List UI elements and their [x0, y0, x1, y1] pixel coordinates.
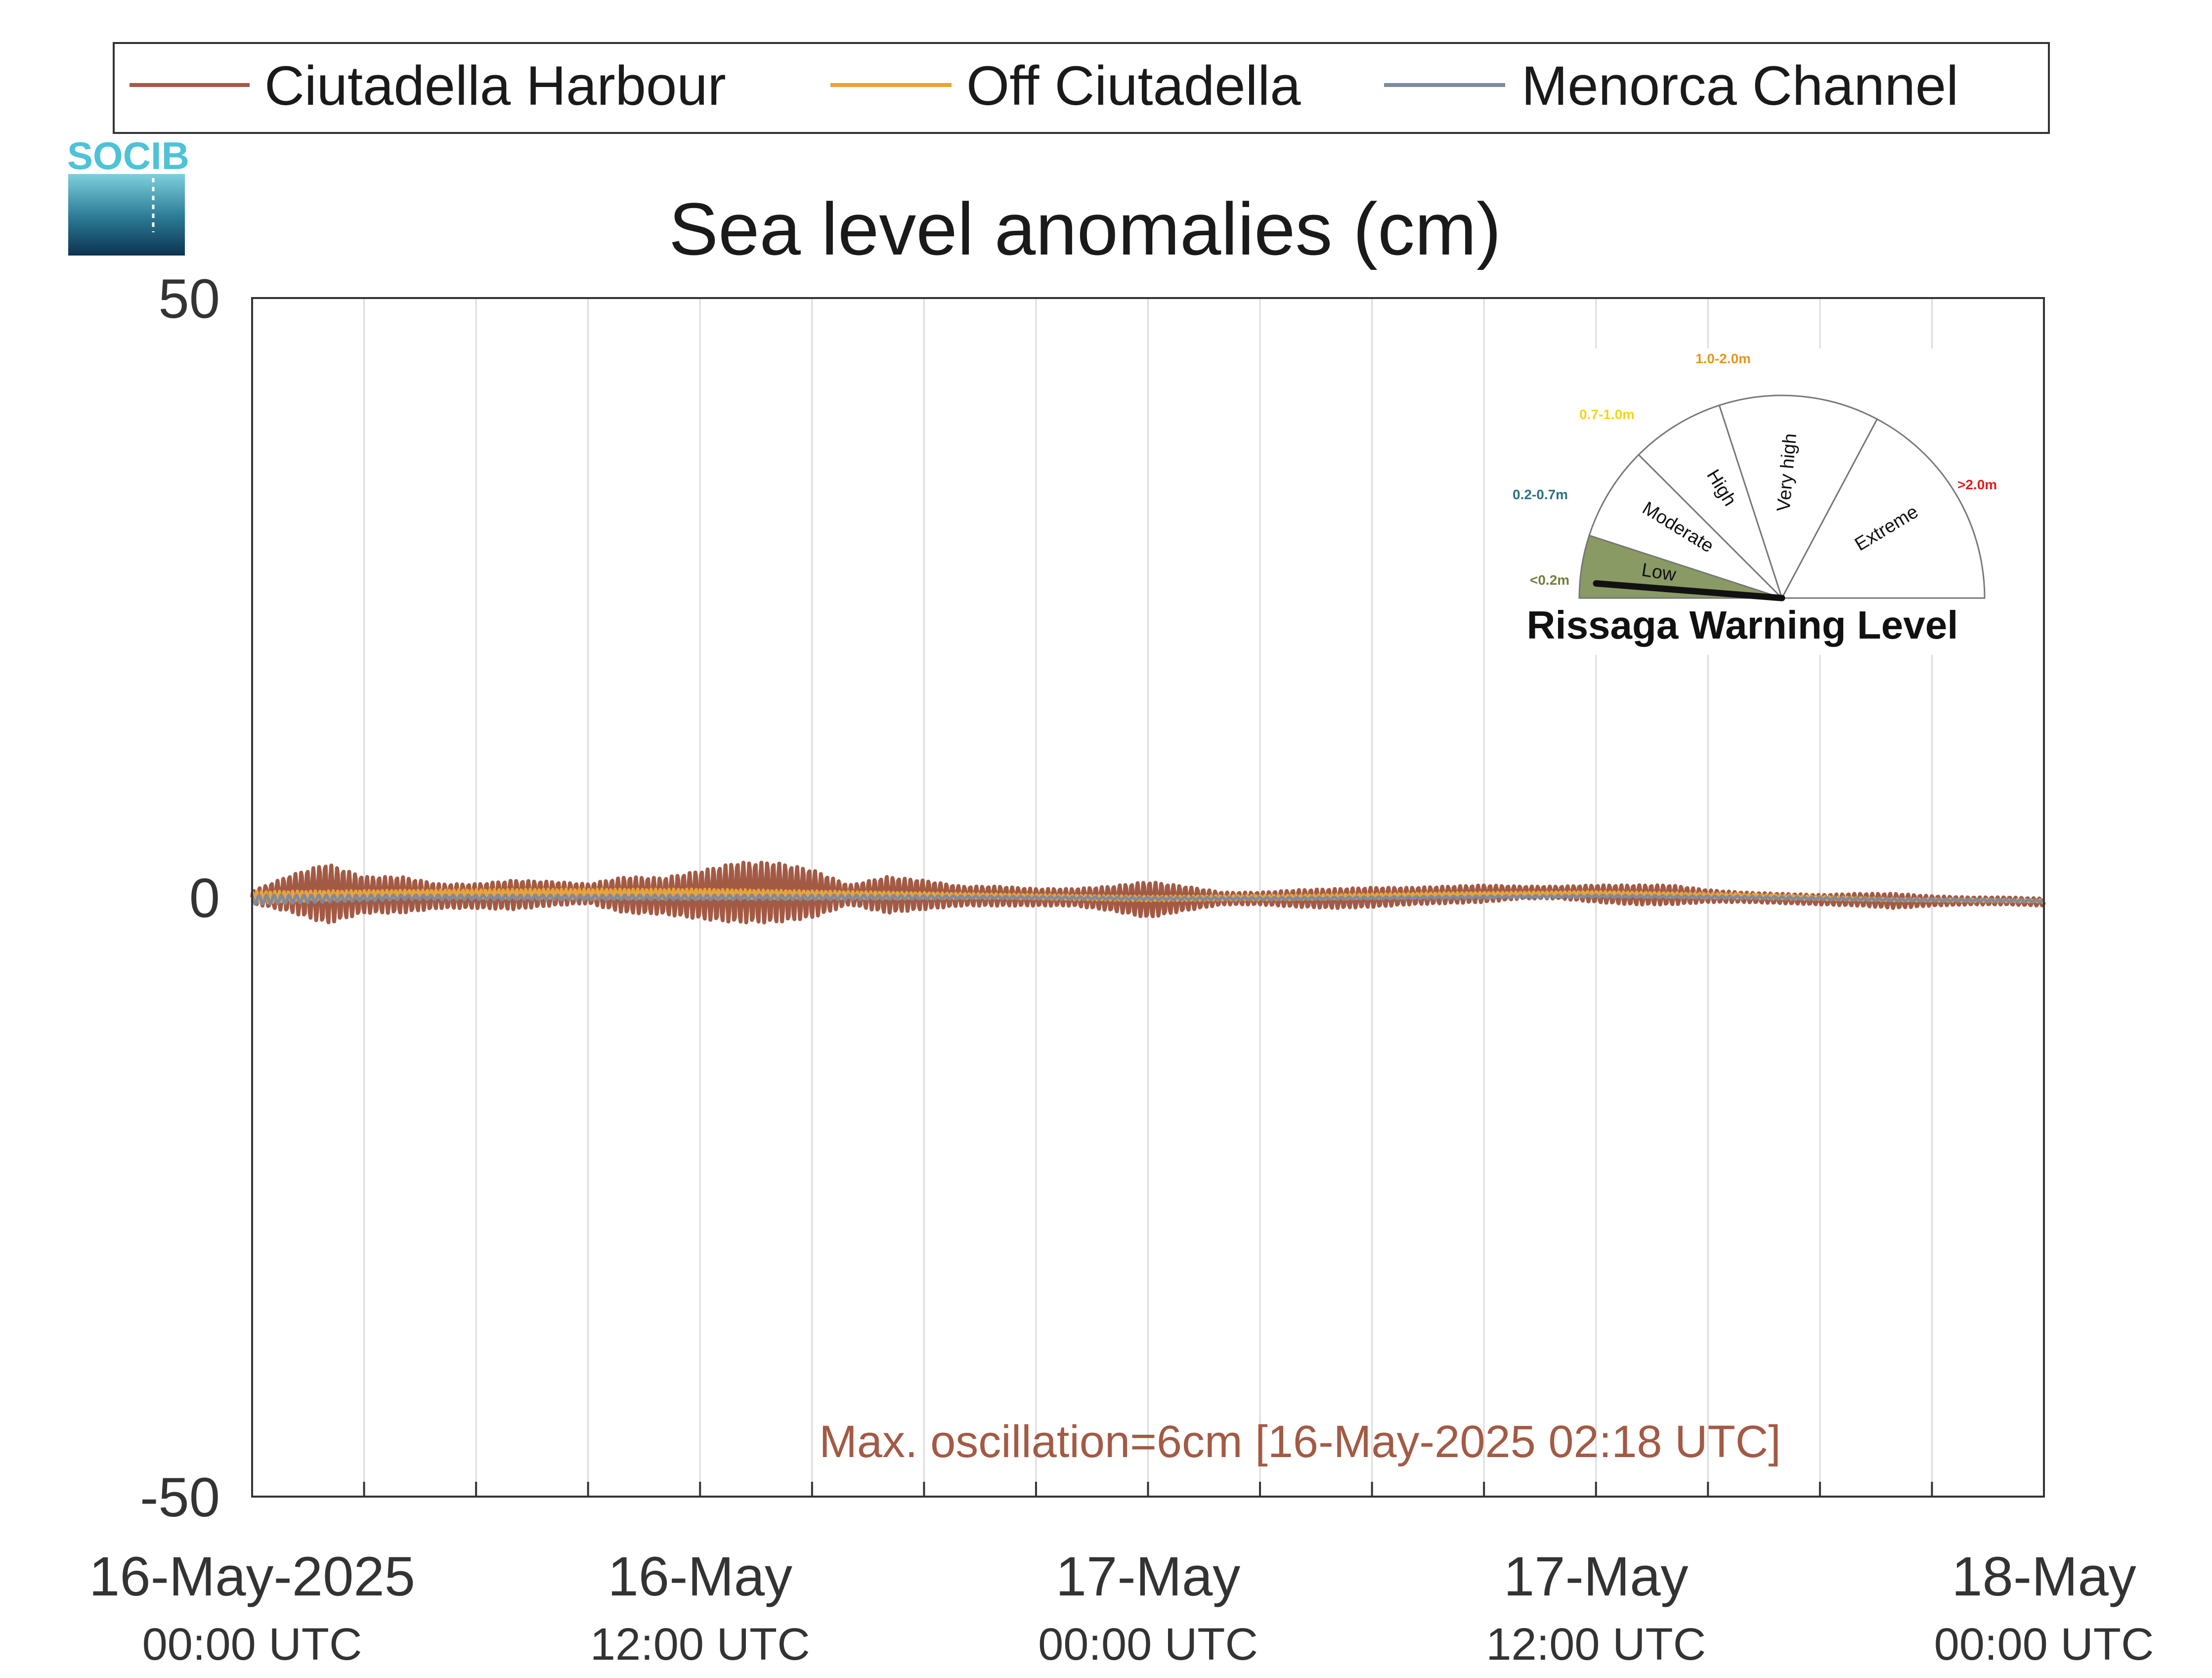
socib-logo: SOCIB [67, 134, 189, 256]
x-tick-time: 12:00 UTC [1486, 1619, 1706, 1670]
x-tick-date: 18-May [1952, 1546, 2136, 1607]
x-tick-time: 00:00 UTC [1934, 1619, 2154, 1670]
x-tick-time: 00:00 UTC [1038, 1619, 1258, 1670]
gauge-range-label: >2.0m [1957, 477, 1997, 492]
x-tick-labels: 16-May-2025 00:00 UTC 16-May 12:00 UTC 1… [89, 1546, 2154, 1670]
series-layer [250, 861, 2046, 925]
gauge-sectors [1578, 394, 1986, 600]
max-oscillation-annotation: Max. oscillation=6cm [16-May-2025 02:18 … [819, 1417, 1781, 1467]
legend-label-off-ciutadella: Off Ciutadella [966, 55, 1301, 117]
socib-logo-wave [68, 174, 185, 256]
legend: Ciutadella Harbour Off Ciutadella Menorc… [113, 42, 2050, 134]
chart-title: Sea level anomalies (cm) [669, 187, 1501, 270]
gauge-sector [1780, 418, 1986, 599]
gauge-range-label: 0.7-1.0m [1579, 407, 1635, 422]
gauge-range-label: 0.2-0.7m [1513, 487, 1568, 502]
x-tick-marks [363, 1482, 1933, 1497]
x-tick-date: 17-May [1504, 1546, 1688, 1607]
legend-box [113, 42, 2050, 134]
x-tick-date: 16-May-2025 [89, 1546, 415, 1607]
gauge-sector [1637, 404, 1783, 599]
socib-logo-text: SOCIB [67, 134, 189, 177]
y-tick-label-0: 0 [189, 867, 220, 929]
gauge-range-label: <0.2m [1530, 572, 1569, 588]
x-tick-time: 00:00 UTC [142, 1619, 362, 1670]
x-tick-date: 17-May [1056, 1546, 1240, 1607]
x-tick-date: 16-May [608, 1546, 792, 1607]
gauge-sector [1588, 453, 1783, 599]
legend-label-menorca-channel: Menorca Channel [1521, 55, 1958, 117]
gauge-sector [1718, 394, 1878, 600]
gauge-range-label: 1.0-2.0m [1695, 351, 1751, 366]
legend-label-ciutadella-harbour: Ciutadella Harbour [264, 55, 726, 117]
gauge-needle [1593, 580, 1785, 602]
y-tick-label-50: 50 [158, 268, 220, 330]
gauge-title: Rissaga Warning Level [1527, 603, 1958, 647]
y-tick-label-minus-50: -50 [140, 1466, 220, 1528]
series-line [251, 893, 2045, 906]
x-tick-time: 12:00 UTC [590, 1619, 810, 1670]
